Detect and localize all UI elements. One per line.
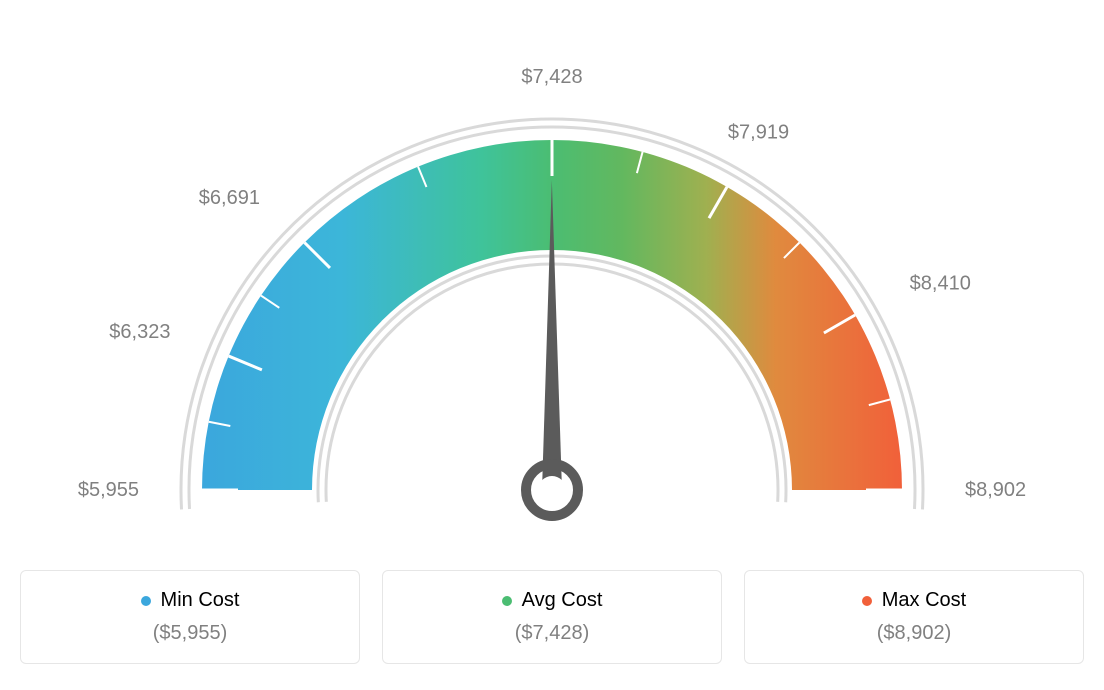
- dot-icon: [862, 596, 872, 606]
- legend-label-text: Avg Cost: [522, 589, 603, 612]
- gauge-tick-label: $8,902: [965, 479, 1026, 501]
- legend-value-min: ($5,955): [21, 622, 359, 645]
- legend-label-avg: Avg Cost: [502, 589, 603, 612]
- cost-gauge-container: $5,955 $6,323 $6,691 $7,428 $7,919 $8,410 $8,9…: [20, 20, 1084, 664]
- legend-label-max: Max Cost: [862, 589, 966, 612]
- gauge-svg: $5,955 $6,323 $6,691 $7,428 $7,919 $8,410 $8,9…: [20, 20, 1084, 540]
- gauge-needle-hub-inner: [538, 476, 566, 504]
- gauge-area: $5,955 $6,323 $6,691 $7,428 $7,919 $8,410 $8,9…: [20, 20, 1084, 540]
- legend-label-min: Min Cost: [141, 589, 240, 612]
- dot-icon: [141, 596, 151, 606]
- gauge-tick-label: $6,323: [109, 321, 170, 343]
- legend-card-max: Max Cost ($8,902): [744, 570, 1084, 664]
- gauge-tick-label: $7,428: [521, 66, 582, 88]
- legend-card-min: Min Cost ($5,955): [20, 570, 360, 664]
- gauge-tick-label: $5,955: [78, 479, 139, 501]
- legend-card-avg: Avg Cost ($7,428): [382, 570, 722, 664]
- gauge-tick-label: $6,691: [199, 187, 260, 209]
- legend-row: Min Cost ($5,955) Avg Cost ($7,428) Max …: [20, 570, 1084, 664]
- legend-label-text: Min Cost: [161, 589, 240, 612]
- legend-label-text: Max Cost: [882, 589, 966, 612]
- legend-value-max: ($8,902): [745, 622, 1083, 645]
- gauge-tick-label: $8,410: [910, 273, 971, 295]
- legend-value-avg: ($7,428): [383, 622, 721, 645]
- gauge-tick-label: $7,919: [728, 121, 789, 143]
- dot-icon: [502, 596, 512, 606]
